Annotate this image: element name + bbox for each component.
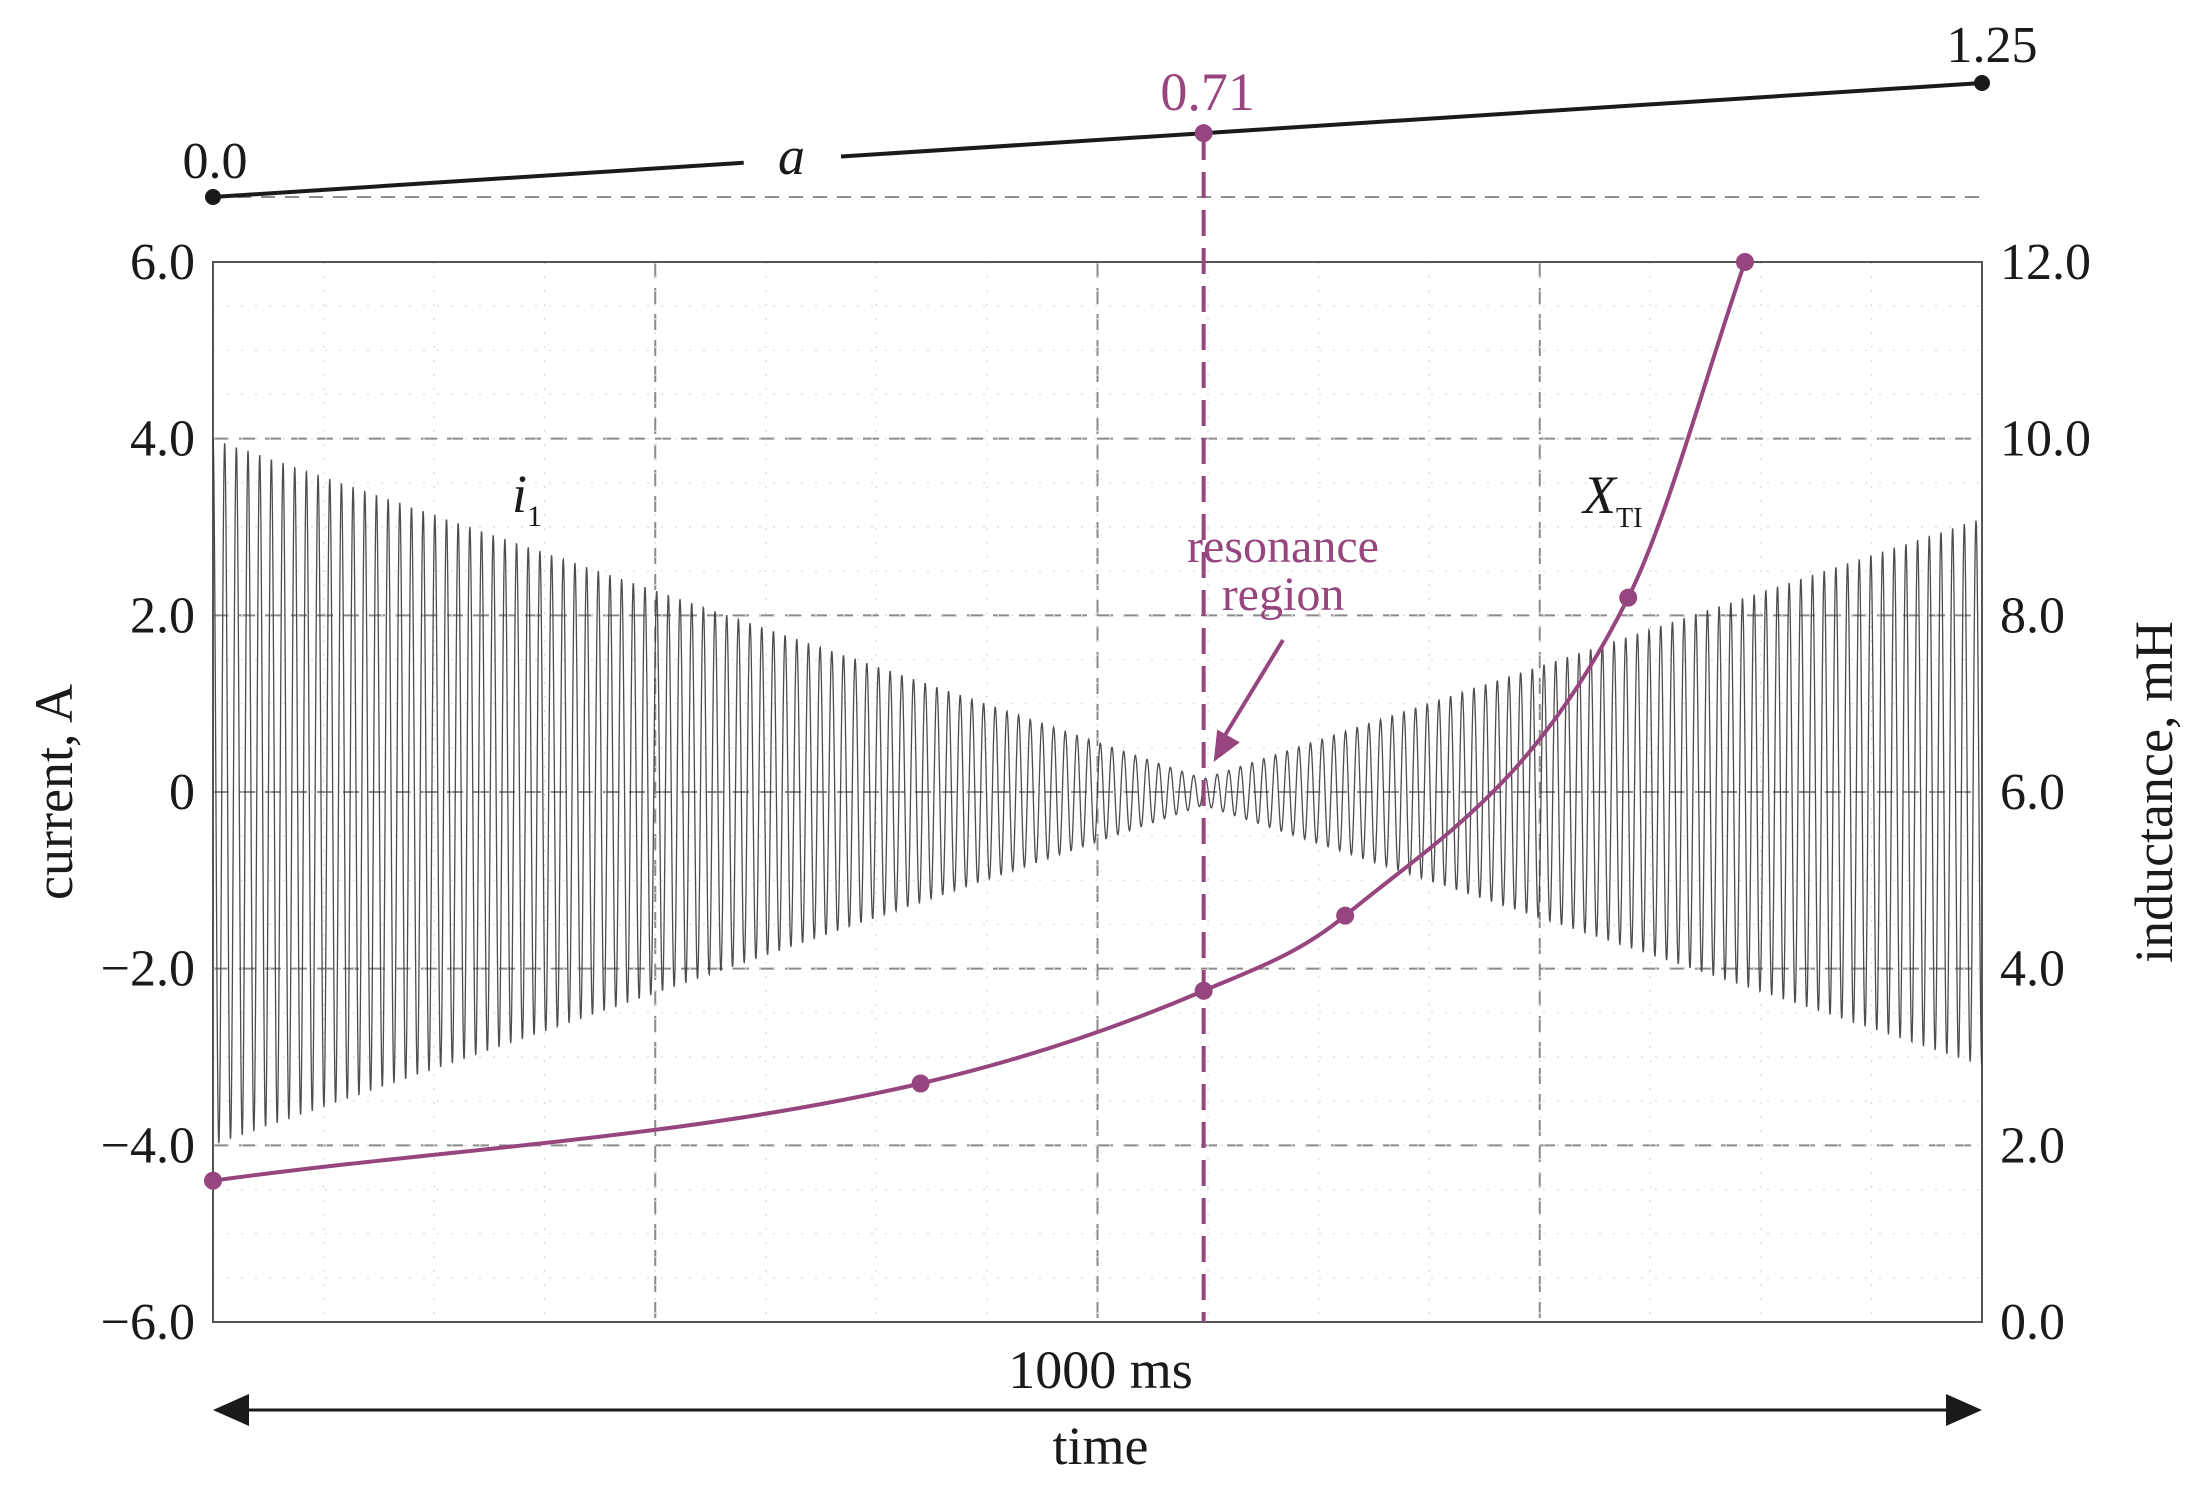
series-xti-point <box>1336 906 1355 925</box>
y-right-tick-label: 8.0 <box>2000 587 2065 644</box>
series-xti-subscript: TI <box>1616 503 1642 534</box>
resonance-arrow-head <box>1213 729 1240 762</box>
series-i1-label: i1 <box>512 464 542 533</box>
y-left-axis-title: current, A <box>24 684 84 900</box>
x-axis-title: time <box>1053 1416 1149 1476</box>
series-i1 <box>212 438 1983 1144</box>
y-left-tick-label: 6.0 <box>130 234 195 291</box>
y-right-tick-label: 4.0 <box>2000 941 2065 998</box>
y-left-tick-label: −2.0 <box>101 941 195 998</box>
series-xti-name: X <box>1581 465 1618 525</box>
y-left-tick-label: −4.0 <box>101 1117 195 1174</box>
labels: current, A inductance, mH 1000 ms time 0… <box>24 17 2184 1476</box>
resonance-arrow-line <box>1217 638 1285 746</box>
y-right-tick-label: 6.0 <box>2000 764 2065 821</box>
y-left-tick-label: 4.0 <box>130 411 195 468</box>
y-right-tick-label: 2.0 <box>2000 1117 2065 1174</box>
series-i1-trace <box>212 438 1983 1144</box>
series-xti-point <box>1735 253 1754 271</box>
series-xti <box>204 253 1754 1190</box>
a-axis <box>205 75 1990 205</box>
x-span-label: 1000 ms <box>1008 1340 1193 1400</box>
plot-frame <box>212 261 1983 1323</box>
resonance-marker <box>1201 134 1285 1322</box>
time-span-arrow-right-head <box>1946 1394 1982 1426</box>
a-axis-end-point <box>1974 75 1990 91</box>
y-left-tick-label: 2.0 <box>130 587 195 644</box>
time-span-arrow-left-head <box>213 1394 249 1426</box>
a-axis-start-point <box>205 189 221 205</box>
a-axis-line <box>840 81 1983 159</box>
y-right-tick-label: 0.0 <box>2000 1294 2065 1351</box>
y-right-tick-label: 10.0 <box>2000 411 2091 468</box>
a-axis-marker-label: 0.71 <box>1160 62 1255 122</box>
series-xti-point <box>911 1074 930 1093</box>
a-axis-name: a <box>778 126 805 186</box>
a-axis-start-label: 0.0 <box>183 133 248 190</box>
resonance-label-line1: resonance <box>1187 520 1379 573</box>
y-left-tick-label: 0 <box>169 764 195 821</box>
a-axis-line <box>212 160 744 199</box>
series-i1-name: i <box>512 464 527 524</box>
series-i1-subscript: 1 <box>527 500 542 533</box>
resonance-label-line2: region <box>1222 568 1345 621</box>
y-right-axis-title: inductance, mH <box>2124 621 2184 963</box>
a-axis-end-label: 1.25 <box>1947 17 2038 74</box>
y-right-tick-label: 12.0 <box>2000 234 2091 291</box>
y-left-tick-label: −6.0 <box>101 1294 195 1351</box>
a-axis-marker-point <box>1194 124 1213 143</box>
series-xti-point <box>1619 588 1638 607</box>
tick-labels: 6.04.02.00−2.0−4.0−6.012.010.08.06.04.02… <box>101 234 2091 1351</box>
series-xti-line <box>212 261 1747 1183</box>
series-xti-label: XTI <box>1581 465 1642 534</box>
series-xti-point <box>204 1171 222 1190</box>
